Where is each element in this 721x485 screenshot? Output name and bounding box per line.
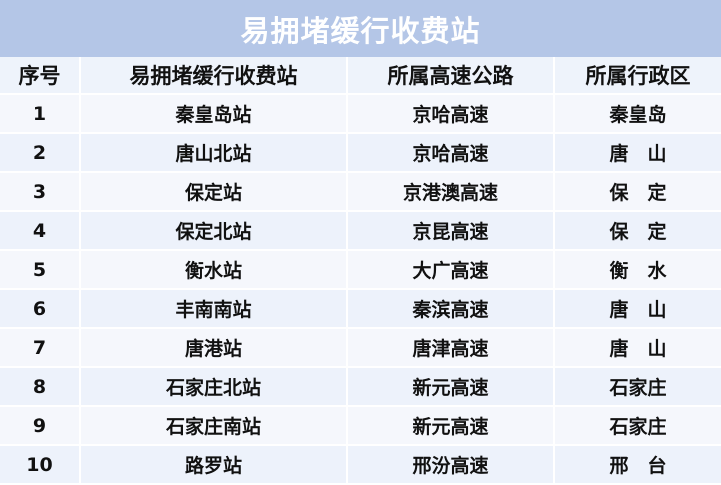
- cell-station: 唐山北站: [80, 133, 348, 173]
- cell-station: 保定站: [80, 172, 348, 212]
- cell-district: 保 定: [554, 172, 721, 212]
- table-row: 8 石家庄北站 新元高速 石家庄: [0, 367, 721, 407]
- cell-station: 衡水站: [80, 250, 348, 290]
- cell-station: 石家庄北站: [80, 367, 348, 407]
- table-row: 1 秦皇岛站 京哈高速 秦皇岛: [0, 94, 721, 134]
- cell-highway: 新元高速: [347, 367, 555, 407]
- header-highway: 所属高速公路: [347, 57, 555, 95]
- cell-district: 衡 水: [554, 250, 721, 290]
- table-row: 10 路罗站 邢汾高速邢 台: [0, 445, 721, 485]
- cell-index: 2: [0, 133, 81, 173]
- cell-district: 唐 山: [554, 133, 721, 173]
- table-row: 7 唐港站 唐津高速唐 山: [0, 328, 721, 368]
- cell-station: 路罗站: [80, 445, 348, 485]
- cell-index: 1: [0, 94, 81, 134]
- cell-index: 6: [0, 289, 81, 329]
- cell-station: 丰南南站: [80, 289, 348, 329]
- table-row: 3 保定站 京港澳高速保 定: [0, 172, 721, 212]
- cell-district: 邢 台: [554, 445, 721, 485]
- table-row: 9 石家庄南站 新元高速 石家庄: [0, 406, 721, 446]
- table-row: 2 唐山北站 京哈高速唐 山: [0, 133, 721, 173]
- toll-station-table: 序号 易拥堵缓行收费站 所属高速公路 所属行政区 1 秦皇岛站 京哈高速 秦皇岛 2 唐山…: [0, 57, 721, 485]
- cell-highway: 京港澳高速: [347, 172, 555, 212]
- cell-highway: 邢汾高速: [347, 445, 555, 485]
- cell-index: 5: [0, 250, 81, 290]
- cell-district: 唐 山: [554, 328, 721, 368]
- table-row: 6 丰南南站 秦滨高速唐 山: [0, 289, 721, 329]
- cell-district: 石家庄: [554, 406, 721, 446]
- cell-district: 唐 山: [554, 289, 721, 329]
- cell-district: 保 定: [554, 211, 721, 251]
- cell-index: 7: [0, 328, 81, 368]
- cell-index: 9: [0, 406, 81, 446]
- table-title: 易拥堵缓行收费站: [0, 0, 721, 57]
- cell-district: 石家庄: [554, 367, 721, 407]
- header-district: 所属行政区: [554, 57, 721, 95]
- cell-index: 3: [0, 172, 81, 212]
- cell-station: 唐港站: [80, 328, 348, 368]
- cell-highway: 唐津高速: [347, 328, 555, 368]
- cell-district: 秦皇岛: [554, 94, 721, 134]
- cell-station: 石家庄南站: [80, 406, 348, 446]
- cell-highway: 京哈高速: [347, 94, 555, 134]
- cell-highway: 大广高速: [347, 250, 555, 290]
- cell-index: 4: [0, 211, 81, 251]
- cell-highway: 京昆高速: [347, 211, 555, 251]
- cell-station: 秦皇岛站: [80, 94, 348, 134]
- header-station: 易拥堵缓行收费站: [80, 57, 348, 95]
- cell-highway: 秦滨高速: [347, 289, 555, 329]
- header-index: 序号: [0, 57, 81, 95]
- cell-index: 8: [0, 367, 81, 407]
- cell-index: 10: [0, 445, 81, 485]
- cell-highway: 京哈高速: [347, 133, 555, 173]
- table-row: 5 衡水站 大广高速衡 水: [0, 250, 721, 290]
- cell-station: 保定北站: [80, 211, 348, 251]
- cell-highway: 新元高速: [347, 406, 555, 446]
- table-row: 4 保定北站 京昆高速保 定: [0, 211, 721, 251]
- header-row: 序号 易拥堵缓行收费站 所属高速公路 所属行政区: [0, 57, 721, 95]
